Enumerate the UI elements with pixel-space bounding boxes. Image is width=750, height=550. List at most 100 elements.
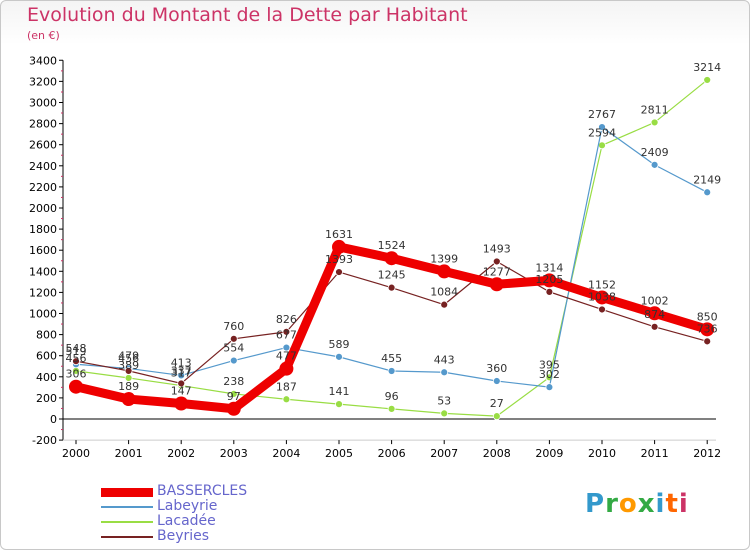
- x-tick-label: 2002: [167, 447, 195, 460]
- chart-subtitle: (en €): [27, 29, 60, 42]
- data-point-beyries: [229, 334, 238, 343]
- y-tick-label: 3200: [29, 75, 57, 88]
- y-tick-label: 2400: [29, 160, 57, 173]
- data-label-beyries: 1493: [483, 242, 511, 255]
- y-tick-label: 1400: [29, 265, 57, 278]
- y-tick-label: 1600: [29, 244, 57, 257]
- x-tick-label: 2001: [115, 447, 143, 460]
- legend-swatch: [101, 506, 153, 508]
- legend-label: BASSERCLES: [157, 483, 248, 499]
- data-point-bassercles: [332, 239, 346, 254]
- data-point-labeyrie: [545, 383, 554, 392]
- data-point-bassercles: [226, 401, 241, 416]
- data-label-bassercles: 477: [276, 350, 297, 363]
- y-tick-label: 2000: [29, 202, 57, 215]
- data-point-labeyrie: [650, 160, 659, 169]
- data-label-lacadee: 2811: [641, 103, 669, 116]
- data-point-bassercles: [647, 306, 662, 321]
- chart-title: Evolution du Montant de la Dette par Hab…: [27, 4, 468, 26]
- data-label-labeyrie: 443: [434, 353, 455, 366]
- data-point-beyries: [650, 322, 659, 331]
- x-tick-label: 2006: [378, 447, 406, 460]
- data-point-bassercles: [542, 273, 557, 288]
- data-label-labeyrie: 677: [276, 329, 297, 342]
- y-tick-label: 2200: [29, 181, 57, 194]
- y-tick-label: 1000: [29, 308, 57, 321]
- data-point-lacadee: [440, 409, 449, 418]
- data-point-beyries: [703, 337, 712, 346]
- data-point-beyries: [335, 268, 343, 276]
- data-point-labeyrie: [229, 356, 238, 365]
- legend-label: Beyries: [157, 528, 210, 544]
- data-point-labeyrie: [335, 352, 343, 361]
- data-point-lacadee: [598, 141, 606, 150]
- data-point-bassercles: [69, 379, 83, 394]
- data-label-labeyrie: 455: [381, 352, 402, 365]
- legend-label: Lacadée: [157, 513, 216, 529]
- data-point-labeyrie: [598, 123, 606, 131]
- data-label-lacadee: 238: [223, 375, 244, 388]
- x-tick-label: 2003: [220, 447, 248, 460]
- data-label-beyries: 1393: [325, 253, 353, 266]
- data-point-lacadee: [703, 76, 712, 84]
- data-label-labeyrie: 302: [539, 368, 560, 381]
- data-label-labeyrie: 360: [486, 362, 507, 375]
- data-point-labeyrie: [703, 188, 712, 197]
- y-tick-label: 2600: [29, 139, 57, 152]
- x-tick-label: 2007: [430, 447, 458, 460]
- data-label-lacadee: 27: [490, 397, 504, 410]
- data-point-bassercles: [595, 290, 609, 305]
- data-label-bassercles: 1631: [325, 228, 353, 241]
- data-label-lacadee: 2594: [588, 126, 616, 139]
- chart-axes: -200 0 200 400 600 800 1000 1200 1400 1600 1800 200…: [29, 54, 721, 460]
- data-label-lacadee: 456: [66, 352, 87, 365]
- data-point-lacadee: [650, 118, 659, 127]
- data-label-bassercles: 1277: [483, 265, 511, 278]
- data-point-lacadee: [229, 389, 238, 398]
- data-point-bassercles: [279, 361, 294, 376]
- x-tick-label: 2012: [693, 447, 721, 460]
- data-label-bassercles: 1002: [641, 294, 669, 307]
- data-point-beyries: [387, 283, 396, 292]
- x-tick-label: 2010: [588, 447, 616, 460]
- legend-label: Labeyrie: [157, 498, 218, 514]
- data-label-lacadee: 96: [385, 390, 399, 403]
- data-point-labeyrie: [387, 367, 396, 375]
- y-tick-label: 3000: [29, 97, 57, 110]
- y-tick-label: 800: [36, 329, 57, 342]
- y-tick-label: 0: [50, 413, 57, 426]
- data-label-labeyrie: 413: [171, 356, 192, 369]
- data-point-beyries: [72, 357, 80, 366]
- data-label-beyries: 548: [66, 342, 87, 355]
- data-label-beyries: 1245: [378, 269, 406, 282]
- x-tick-label: 2005: [325, 447, 353, 460]
- data-point-labeyrie: [282, 343, 291, 352]
- legend-swatch: [101, 536, 153, 538]
- y-tick-label: 2800: [29, 118, 57, 131]
- legend-swatch: [101, 521, 153, 523]
- series-layer: [69, 76, 715, 421]
- y-tick-label: 1200: [29, 286, 57, 299]
- data-label-bassercles: 850: [697, 310, 718, 323]
- data-point-lacadee: [387, 404, 396, 413]
- x-tick-label: 2000: [62, 447, 90, 460]
- legend-swatch: [101, 488, 153, 497]
- data-label-bassercles: 306: [66, 368, 87, 381]
- data-label-beyries: 1205: [535, 273, 563, 286]
- data-point-bassercles: [121, 392, 136, 407]
- data-point-beyries: [440, 300, 449, 309]
- x-tick-label: 2008: [483, 447, 511, 460]
- data-point-bassercles: [384, 251, 399, 266]
- data-label-lacadee: 53: [437, 394, 451, 407]
- data-point-lacadee: [492, 412, 501, 421]
- data-label-bassercles: 189: [118, 380, 139, 393]
- y-tick-label: 3400: [29, 54, 57, 67]
- data-point-beyries: [282, 327, 291, 336]
- data-label-bassercles: 97: [227, 390, 241, 403]
- data-label-labeyrie: 479: [118, 349, 139, 362]
- data-label-bassercles: 1524: [378, 239, 406, 252]
- y-tick-label: 1800: [29, 223, 57, 236]
- data-label-labeyrie: 2409: [641, 146, 669, 159]
